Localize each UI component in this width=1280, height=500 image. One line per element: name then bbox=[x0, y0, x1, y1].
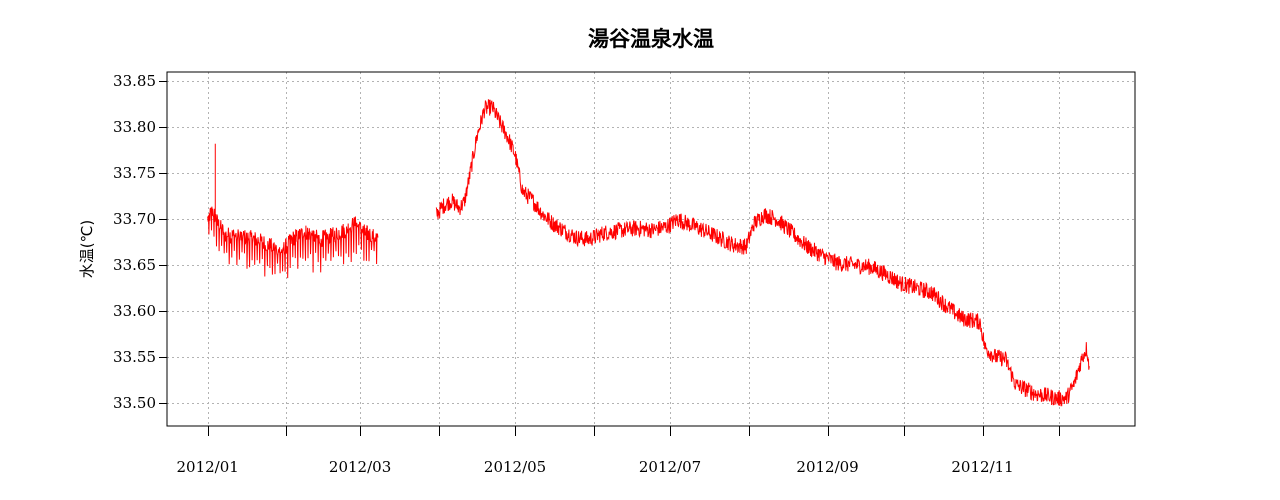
x-tick-label: 2012/11 bbox=[951, 458, 1013, 476]
series-segment-2 bbox=[435, 99, 1090, 407]
y-tick-label: 33.65 bbox=[113, 256, 156, 274]
y-tick-label: 33.85 bbox=[113, 72, 156, 90]
chart-title: 湯谷温泉水温 bbox=[588, 27, 714, 51]
y-axis-label: 水温(℃) bbox=[78, 220, 96, 279]
x-tick-label: 2012/01 bbox=[176, 458, 238, 476]
x-tick-label: 2012/09 bbox=[796, 458, 858, 476]
series-water-temperature bbox=[207, 99, 1090, 407]
grid-lines bbox=[167, 72, 1135, 426]
y-tick-label: 33.60 bbox=[113, 302, 156, 320]
x-tick-label: 2012/07 bbox=[639, 458, 701, 476]
y-tick-label: 33.70 bbox=[113, 210, 156, 228]
y-tick-label: 33.55 bbox=[113, 348, 156, 366]
x-tick-label: 2012/03 bbox=[329, 458, 391, 476]
x-tick-label: 2012/05 bbox=[484, 458, 546, 476]
series-segment-1 bbox=[207, 206, 379, 279]
y-tick-label: 33.75 bbox=[113, 164, 156, 182]
x-axis: 2012/01 2012/03 2012/05 2012/07 2012/09 2012/… bbox=[176, 426, 1060, 476]
y-tick-label: 33.50 bbox=[113, 394, 156, 412]
y-axis: 33.50 33.55 33.60 33.65 33.70 33.75 33.80 33.85 bbox=[113, 72, 167, 412]
y-tick-label: 33.80 bbox=[113, 118, 156, 136]
plot-frame bbox=[166, 71, 1136, 427]
